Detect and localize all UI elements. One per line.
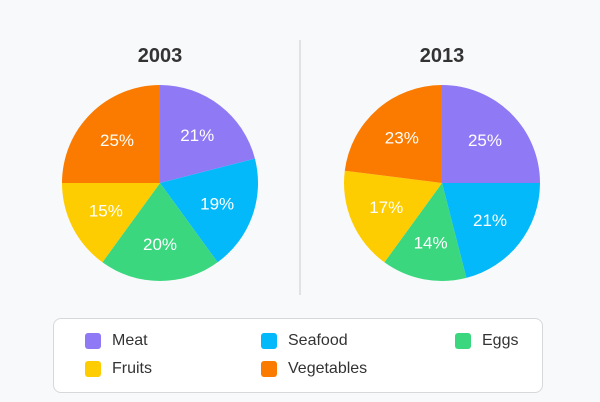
legend-item-fruits: Fruits: [85, 360, 152, 378]
slice-label-seafood-2013: 21%: [473, 211, 507, 230]
pie-slice-seafood-2003: [160, 158, 258, 263]
pie-slice-meat-2003: [160, 85, 255, 183]
slice-label-meat-2013: 25%: [468, 131, 502, 150]
pie-slice-meat-2013: [442, 85, 540, 183]
legend-item-eggs: Eggs: [455, 332, 518, 350]
pie-slice-eggs-2013: [384, 183, 467, 281]
chart-title-2013: 2013: [420, 45, 465, 67]
legend-swatch-seafood: [261, 333, 277, 349]
legend-label-seafood: Seafood: [288, 332, 348, 349]
legend-item-seafood: Seafood: [261, 332, 348, 350]
slice-label-meat-2003: 21%: [180, 126, 214, 145]
pie-slice-eggs-2003: [102, 183, 218, 281]
pie-slice-vegetables-2003: [62, 85, 160, 183]
slice-label-fruits-2013: 17%: [369, 198, 403, 217]
pie-charts-area: 2003 21% 19% 20% 15% 25% 2013 25% 21% 14% 17% 23%: [61, 40, 540, 295]
slice-label-vegetables-2003: 25%: [100, 131, 134, 150]
slice-label-eggs-2003: 20%: [143, 235, 177, 254]
pie-slice-seafood-2013: [442, 183, 540, 278]
legend-swatch-vegetables: [261, 361, 277, 377]
pie-chart-2003: 2003 21% 19% 20% 15% 25%: [61, 45, 258, 281]
legend-label-vegetables: Vegetables: [288, 360, 368, 377]
legend: Meat Seafood Eggs Fruits Vegetables: [53, 318, 543, 393]
legend-label-meat: Meat: [112, 332, 148, 349]
slice-label-eggs-2013: 14%: [414, 234, 448, 253]
legend-item-meat: Meat: [85, 332, 148, 350]
legend-swatch-fruits: [85, 361, 101, 377]
pie-slice-vegetables-2013: [344, 85, 442, 183]
legend-swatch-eggs: [455, 333, 471, 349]
pie-slice-fruits-2003: [61, 183, 160, 263]
legend-label-eggs: Eggs: [482, 332, 519, 349]
slice-label-seafood-2003: 19%: [200, 195, 234, 214]
legend-label-fruits: Fruits: [112, 360, 152, 377]
chart-title-2003: 2003: [138, 45, 183, 67]
legend-item-vegetables: Vegetables: [261, 360, 367, 378]
pie-slice-fruits-2013: [344, 170, 442, 263]
legend-swatch-meat: [85, 333, 101, 349]
pie-chart-2013: 2013 25% 21% 14% 17% 23%: [344, 45, 540, 281]
slice-label-fruits-2003: 15%: [89, 202, 123, 221]
slice-label-vegetables-2013: 23%: [385, 128, 419, 147]
